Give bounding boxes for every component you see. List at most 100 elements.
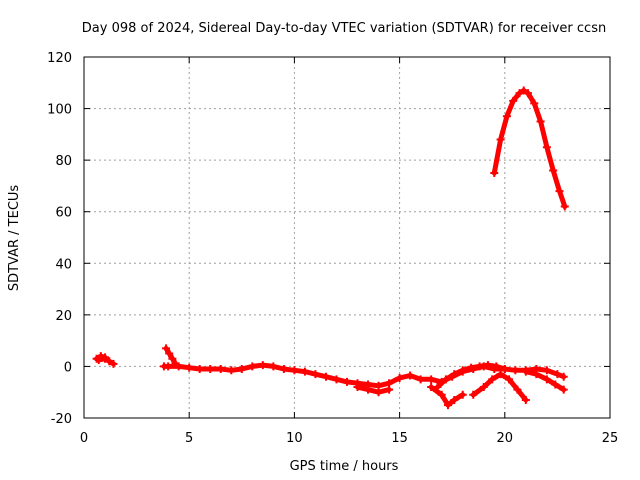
data-point <box>195 365 204 374</box>
data-point <box>332 375 341 384</box>
data-point <box>237 365 246 374</box>
data-point <box>206 365 215 374</box>
y-tick-label: 20 <box>55 309 72 324</box>
data-point <box>385 385 394 394</box>
data-point <box>353 383 362 392</box>
data-point <box>496 135 505 144</box>
data-point <box>290 366 299 375</box>
grid-lines <box>84 57 610 418</box>
data-point <box>406 371 415 380</box>
data-point <box>395 374 404 383</box>
data-point <box>279 365 288 374</box>
series-branch-late <box>521 367 568 394</box>
data-point <box>523 89 532 98</box>
data-point <box>532 370 541 379</box>
data-point <box>513 385 522 394</box>
data-point <box>490 169 499 178</box>
data-point <box>519 86 528 95</box>
data-point <box>475 362 484 371</box>
data-point <box>165 349 174 358</box>
y-tick-label: 120 <box>47 51 72 66</box>
series-dip-17h <box>427 383 467 410</box>
data-point <box>450 395 459 404</box>
y-tick-label: 100 <box>47 103 72 118</box>
x-tick-label: 0 <box>80 431 88 446</box>
data-point <box>505 375 514 384</box>
x-tick-label: 20 <box>497 431 514 446</box>
data-point <box>185 363 194 372</box>
data-point <box>479 383 488 392</box>
data-point <box>483 361 492 370</box>
data-point <box>555 187 564 196</box>
data-point <box>443 401 452 410</box>
data-point <box>105 357 114 366</box>
data-point <box>521 395 530 404</box>
data-point <box>488 375 497 384</box>
x-tick-label: 25 <box>602 431 619 446</box>
data-point <box>164 362 173 371</box>
data-point <box>551 380 560 389</box>
x-axis-title: GPS time / hours <box>290 459 399 474</box>
y-tick-label: 0 <box>64 360 72 375</box>
data-point <box>433 383 442 392</box>
data-point <box>437 390 446 399</box>
data-point <box>300 367 309 376</box>
data-point <box>559 372 568 381</box>
series-trail <box>355 384 392 395</box>
data-point <box>441 375 450 384</box>
data-point <box>496 370 505 379</box>
data-point <box>549 166 558 175</box>
data-point <box>311 370 320 379</box>
data-point <box>321 372 330 381</box>
data-point <box>248 362 257 371</box>
data-point <box>109 359 118 368</box>
data-point <box>553 370 562 379</box>
y-tick-label: 40 <box>55 257 72 272</box>
data-point <box>168 354 177 363</box>
data-point <box>515 89 524 98</box>
data-point <box>530 99 539 108</box>
data-point <box>511 366 520 375</box>
data-point <box>101 354 110 363</box>
data-points <box>92 86 569 410</box>
data-point <box>374 388 383 397</box>
plot-frame <box>83 56 611 419</box>
series-dip-14h <box>353 383 394 397</box>
data-point <box>216 365 225 374</box>
series-early-segment <box>92 352 118 368</box>
data-point <box>364 385 373 394</box>
data-point <box>560 202 569 211</box>
y-tick-label: 80 <box>55 154 72 169</box>
series-high-arc <box>490 86 569 211</box>
x-tick-label: 10 <box>286 431 303 446</box>
data-point <box>450 370 459 379</box>
data-point <box>509 96 518 105</box>
data-point <box>427 375 436 384</box>
data-point <box>542 375 551 384</box>
data-point <box>416 375 425 384</box>
x-tick-label: 5 <box>185 431 193 446</box>
y-tick-label: 60 <box>55 206 72 221</box>
y-axis-title: SDTVAR / TECUs <box>7 185 22 292</box>
data-point <box>559 385 568 394</box>
data-point <box>162 344 171 353</box>
data-point <box>458 390 467 399</box>
data-point <box>492 362 501 371</box>
axis-ticks: 0 5 10 15 20 25 -20 0 20 40 60 80 100 120 <box>47 51 618 446</box>
data-point <box>467 363 476 372</box>
series-branch-19-21h <box>469 370 530 404</box>
data-point <box>536 117 545 126</box>
data-point <box>269 362 278 371</box>
chart-title: Day 098 of 2024, Sidereal Day-to-day VTE… <box>82 21 606 36</box>
data-point <box>500 365 509 374</box>
data-point <box>227 366 236 375</box>
series-trail <box>163 345 178 367</box>
data-point <box>343 377 351 386</box>
data-point <box>542 143 551 152</box>
series-arc-17-19h <box>433 361 509 392</box>
data-point <box>171 359 180 368</box>
series-trail <box>428 384 466 408</box>
data-point <box>542 366 551 375</box>
data-point <box>521 367 530 376</box>
